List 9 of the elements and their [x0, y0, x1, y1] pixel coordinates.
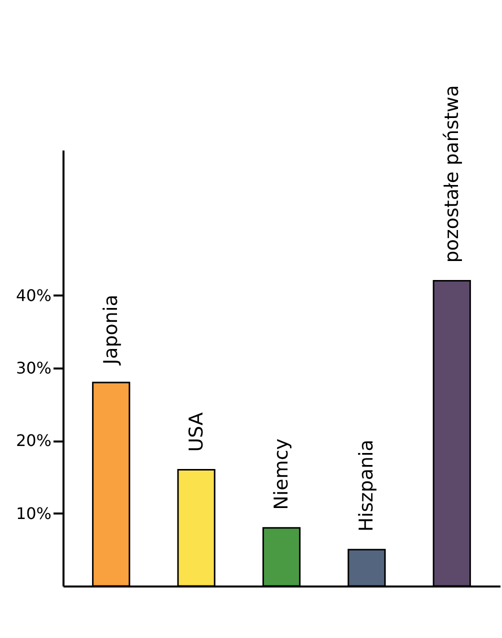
y-tick-label: 10% [16, 504, 52, 523]
x-tick-label: Hiszpania [356, 440, 378, 532]
y-tick-label: 40% [16, 286, 52, 305]
x-tick-label: pozostałe państwa [440, 85, 463, 263]
x-tick-label: USA [185, 412, 208, 452]
y-tick-label: 20% [16, 431, 52, 450]
y-tick-label: 30% [16, 358, 52, 378]
x-tick-label: Niemcy [270, 438, 292, 510]
x-tick-label: Japonia [100, 294, 122, 366]
